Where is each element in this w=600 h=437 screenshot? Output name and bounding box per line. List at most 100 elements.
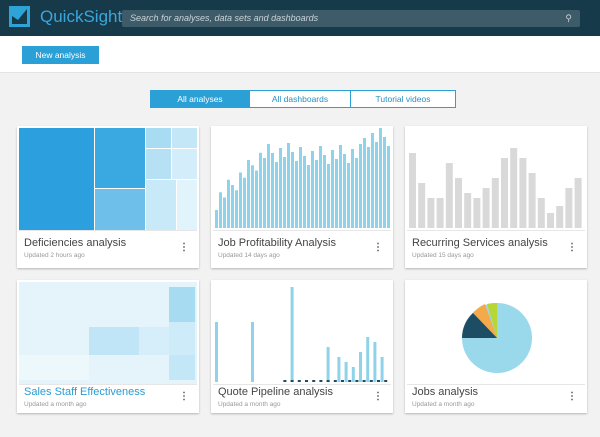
bar-mark: [299, 147, 302, 228]
thumbnail-sparse-bar[interactable]: [213, 282, 391, 385]
bar-mark: [379, 128, 382, 228]
card-updated: Updated 14 days ago: [218, 252, 280, 259]
tab-all-dashboards[interactable]: All dashboards: [249, 91, 350, 107]
bar-mark: [455, 178, 462, 228]
thumbnail-pie[interactable]: [407, 282, 585, 385]
bar-mark: [445, 163, 453, 228]
bar-mark: [537, 198, 545, 228]
bar-mark: [375, 142, 378, 228]
bar-mark: [267, 144, 270, 228]
bar-mark: [307, 165, 310, 228]
bar-mark: [275, 162, 278, 228]
bar-mark: [482, 188, 490, 228]
bar-mark: [387, 146, 390, 228]
bar-mark: [247, 160, 250, 228]
bar-mark: [574, 178, 582, 228]
bar-mark: [510, 148, 518, 228]
analysis-card[interactable]: Sales Staff Effectiveness Updated a mont…: [17, 280, 199, 413]
brand-name[interactable]: QuickSight: [40, 7, 123, 26]
bar-mark: [373, 342, 377, 382]
bar-mark: [326, 347, 330, 382]
search-icon[interactable]: ⚲: [565, 13, 572, 23]
card-title[interactable]: Sales Staff Effectiveness: [24, 386, 146, 398]
bar-mark: [295, 161, 298, 228]
card-title[interactable]: Deficiencies analysis: [24, 237, 127, 249]
card-title[interactable]: Job Profitability Analysis: [218, 237, 336, 249]
bar-mark: [344, 362, 348, 382]
bar-mark: [279, 148, 282, 228]
bar-mark: [347, 163, 350, 228]
bar-mark: [528, 173, 536, 228]
bar-mark: [331, 150, 334, 228]
bar-mark: [371, 133, 374, 228]
bar-mark: [319, 146, 322, 228]
bar-mark: [335, 159, 338, 228]
bar-mark: [565, 188, 573, 228]
bar-mark: [251, 322, 254, 382]
quicksight-logo-icon[interactable]: [9, 6, 30, 27]
more-options-icon[interactable]: ⋮: [567, 242, 577, 253]
thumbnail-bar[interactable]: [213, 128, 391, 231]
bar-mark: [215, 210, 218, 228]
bar-mark: [427, 198, 435, 228]
tab-all-analyses[interactable]: All analyses: [151, 91, 249, 107]
bar-mark: [315, 160, 318, 228]
bar-mark: [243, 177, 246, 228]
tab-tutorial-videos[interactable]: Tutorial videos: [350, 91, 455, 107]
bar-mark: [519, 158, 527, 228]
new-analysis-button[interactable]: New analysis: [22, 46, 99, 64]
analysis-card[interactable]: Quote Pipeline analysis Updated a month …: [211, 280, 393, 413]
bar-mark: [409, 153, 416, 228]
search-input[interactable]: Search for analyses, data sets and dashb…: [122, 10, 580, 27]
bar-mark: [290, 287, 294, 382]
card-updated: Updated a month ago: [24, 401, 87, 408]
card-title[interactable]: Jobs analysis: [412, 386, 479, 398]
bar-mark: [418, 183, 426, 228]
bar-mark: [323, 155, 326, 228]
bar-mark: [255, 170, 258, 228]
bar-mark: [303, 156, 306, 228]
search-placeholder: Search for analyses, data sets and dashb…: [130, 13, 319, 23]
thumbnail-treemap[interactable]: [19, 128, 197, 231]
bar-mark: [259, 152, 262, 228]
more-options-icon[interactable]: ⋮: [373, 242, 383, 253]
bar-mark: [355, 158, 358, 228]
bar-mark: [219, 192, 222, 228]
bar-mark: [271, 153, 274, 228]
bar-mark: [215, 322, 218, 382]
bar-mark: [283, 157, 286, 228]
analysis-card[interactable]: Recurring Services analysis Updated 15 d…: [405, 126, 587, 268]
bar-mark: [327, 164, 330, 228]
bar-mark: [366, 337, 370, 382]
bar-mark: [227, 179, 230, 228]
bar-mark: [359, 144, 362, 228]
analysis-card[interactable]: Job Profitability Analysis Updated 14 da…: [211, 126, 393, 268]
bar-mark: [363, 138, 366, 228]
more-options-icon[interactable]: ⋮: [179, 391, 189, 402]
analysis-card[interactable]: Jobs analysis Updated a month ago ⋮: [405, 280, 587, 413]
view-tabs: All analyses All dashboards Tutorial vid…: [150, 90, 456, 108]
bar-mark: [339, 145, 342, 228]
bar-mark: [351, 149, 354, 228]
bar-mark: [287, 143, 290, 228]
top-header: QuickSight Search for analyses, data set…: [0, 0, 600, 36]
thumbnail-heatmap[interactable]: [19, 282, 197, 385]
bar-mark: [231, 185, 234, 228]
bar-mark: [491, 178, 499, 228]
card-title[interactable]: Quote Pipeline analysis: [218, 386, 333, 398]
card-updated: Updated a month ago: [218, 401, 281, 408]
bar-mark: [239, 172, 242, 228]
card-title[interactable]: Recurring Services analysis: [412, 237, 548, 249]
bar-mark: [556, 206, 564, 228]
bar-mark: [291, 152, 294, 228]
bar-mark: [501, 158, 508, 228]
more-options-icon[interactable]: ⋮: [179, 242, 189, 253]
more-options-icon[interactable]: ⋮: [373, 391, 383, 402]
thumbnail-gray-bar[interactable]: [407, 128, 585, 231]
bar-mark: [383, 137, 386, 228]
bar-mark: [235, 190, 238, 228]
more-options-icon[interactable]: ⋮: [567, 391, 577, 402]
analysis-card[interactable]: Deficiencies analysis Updated 2 hours ag…: [17, 126, 199, 268]
bar-mark: [547, 213, 554, 228]
bar-mark: [311, 151, 314, 228]
